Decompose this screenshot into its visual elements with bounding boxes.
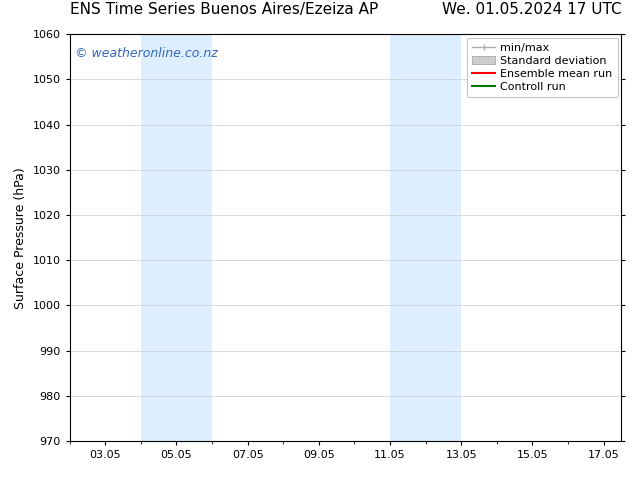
Text: We. 01.05.2024 17 UTC: We. 01.05.2024 17 UTC: [442, 2, 621, 17]
Bar: [141, 34, 212, 441]
Y-axis label: Surface Pressure (hPa): Surface Pressure (hPa): [14, 167, 27, 309]
Legend: min/max, Standard deviation, Ensemble mean run, Controll run: min/max, Standard deviation, Ensemble me…: [467, 38, 618, 97]
Bar: [390, 34, 461, 441]
Text: © weatheronline.co.nz: © weatheronline.co.nz: [75, 47, 218, 59]
Text: ENS Time Series Buenos Aires/Ezeiza AP: ENS Time Series Buenos Aires/Ezeiza AP: [70, 2, 378, 17]
